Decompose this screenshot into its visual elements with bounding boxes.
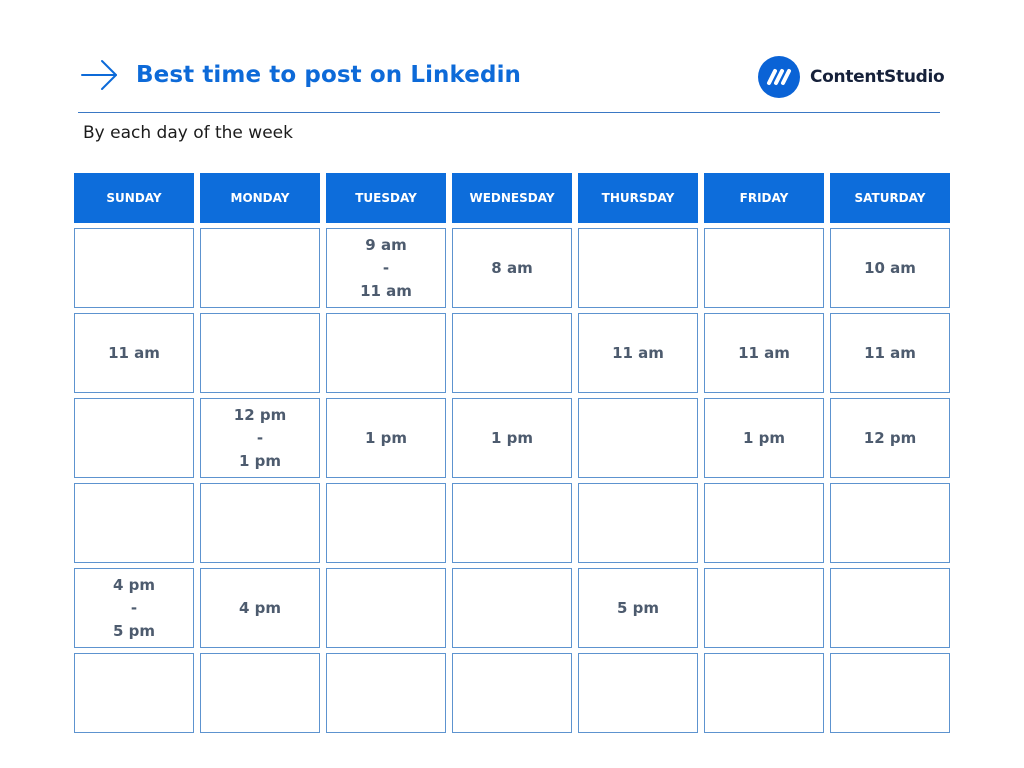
time-cell: 12 pm: [830, 398, 950, 478]
time-cell: [326, 653, 446, 733]
day-header-wednesday: WEDNESDAY: [452, 173, 572, 223]
day-header-tuesday: TUESDAY: [326, 173, 446, 223]
time-cell: 12 pm - 1 pm: [200, 398, 320, 478]
time-cell: [200, 483, 320, 563]
time-cell: [200, 313, 320, 393]
arrow-right-icon: [81, 60, 117, 90]
day-header-friday: FRIDAY: [704, 173, 824, 223]
time-cell: [830, 568, 950, 648]
time-cell: [326, 313, 446, 393]
contentstudio-logo-icon: [758, 56, 800, 98]
time-cell: [74, 398, 194, 478]
brand-name: ContentStudio: [810, 67, 945, 87]
subtitle: By each day of the week: [83, 123, 293, 143]
time-cell: [452, 653, 572, 733]
time-cell: [200, 228, 320, 308]
page-title: Best time to post on Linkedin: [136, 62, 522, 88]
time-cell: [74, 483, 194, 563]
time-cell: 8 am: [452, 228, 572, 308]
time-cell: [704, 228, 824, 308]
time-cell: 1 pm: [704, 398, 824, 478]
time-cell: [704, 653, 824, 733]
header-divider: [78, 112, 940, 113]
time-cell: [704, 483, 824, 563]
time-cell: [74, 228, 194, 308]
time-cell: 11 am: [704, 313, 824, 393]
time-cell: 9 am - 11 am: [326, 228, 446, 308]
day-header-saturday: SATURDAY: [830, 173, 950, 223]
time-cell: [578, 653, 698, 733]
time-cell: [830, 653, 950, 733]
time-cell: [74, 653, 194, 733]
time-cell: [326, 568, 446, 648]
time-cell: [830, 483, 950, 563]
time-cell: [578, 228, 698, 308]
time-cell: 11 am: [830, 313, 950, 393]
time-cell: [200, 653, 320, 733]
time-cell: [578, 398, 698, 478]
day-header-monday: MONDAY: [200, 173, 320, 223]
time-cell: [578, 483, 698, 563]
time-cell: [704, 568, 824, 648]
time-cell: 1 pm: [452, 398, 572, 478]
day-header-thursday: THURSDAY: [578, 173, 698, 223]
schedule-grid: SUNDAY MONDAY TUESDAY WEDNESDAY THURSDAY…: [74, 173, 950, 733]
brand: ContentStudio: [758, 55, 945, 99]
time-cell: [452, 313, 572, 393]
time-cell: 1 pm: [326, 398, 446, 478]
time-cell: [452, 568, 572, 648]
time-cell: 4 pm: [200, 568, 320, 648]
time-cell: 10 am: [830, 228, 950, 308]
day-header-sunday: SUNDAY: [74, 173, 194, 223]
time-cell: 5 pm: [578, 568, 698, 648]
time-cell: [326, 483, 446, 563]
time-cell: 11 am: [578, 313, 698, 393]
time-cell: 4 pm - 5 pm: [74, 568, 194, 648]
time-cell: [452, 483, 572, 563]
time-cell: 11 am: [74, 313, 194, 393]
